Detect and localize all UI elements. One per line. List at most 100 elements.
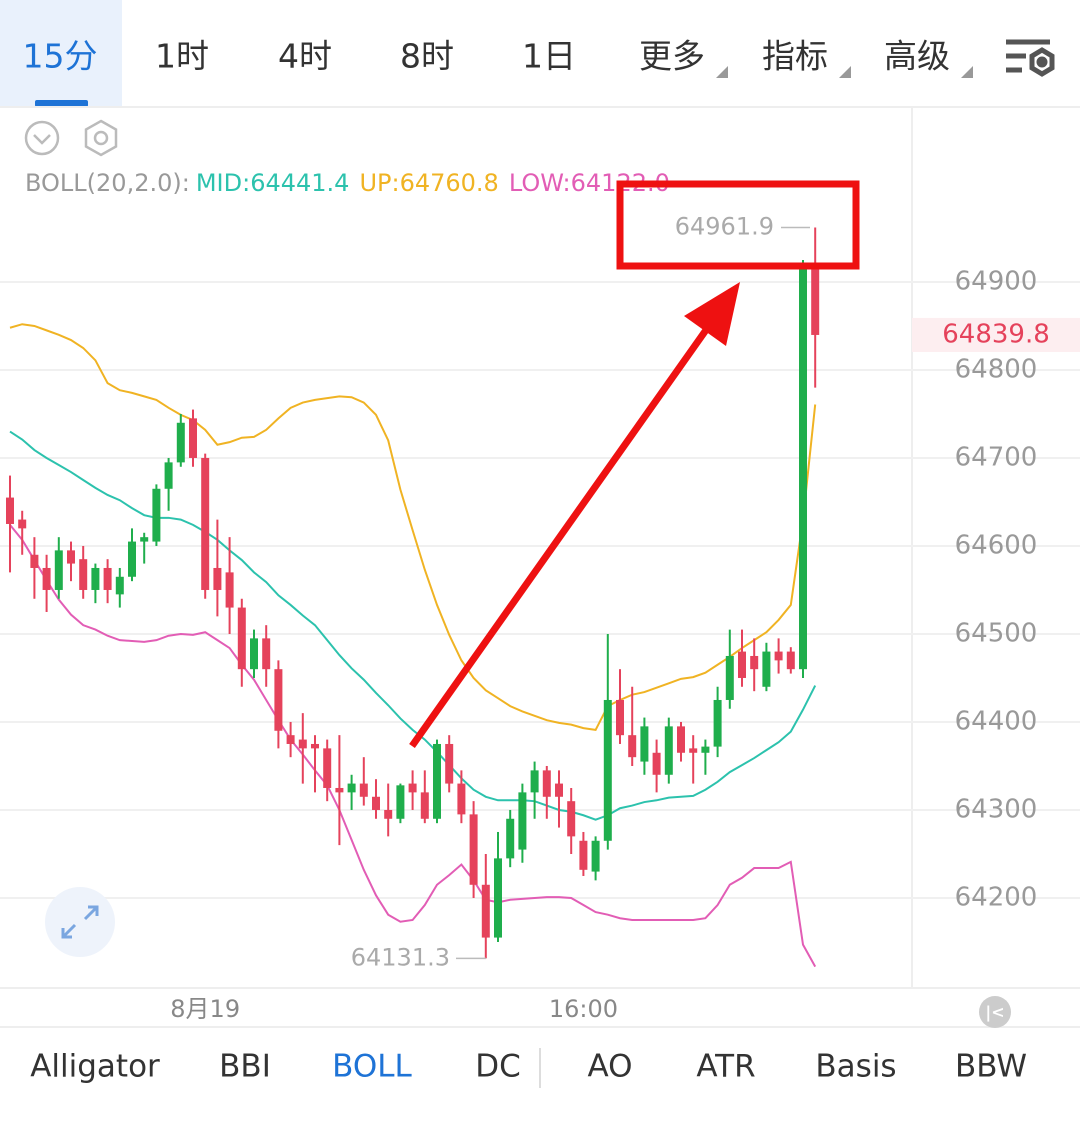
y-tick-label: 64600 (955, 530, 1038, 560)
candle-body (579, 840, 588, 870)
candle-body (750, 655, 759, 670)
indicator-tabs: Alligator BBI BOLL DC AO ATR Basis BBW (30, 1049, 1027, 1085)
expand-button[interactable] (45, 887, 115, 957)
candle-body (225, 572, 234, 608)
candle-body (237, 607, 246, 670)
last-price-label: 64839.8 (942, 319, 1050, 349)
band-line (9, 524, 817, 968)
scroll-to-latest[interactable] (979, 996, 1011, 1028)
candle-body (457, 783, 466, 815)
legend-value: 64441.4 (250, 169, 349, 197)
boll-bands (9, 323, 817, 968)
x-tick-label: 8月19 (170, 995, 240, 1023)
candle-body (530, 770, 539, 793)
candle-body (286, 735, 295, 744)
candle-body (79, 559, 88, 590)
timeframe-tab[interactable]: 1时 (155, 37, 209, 76)
dropdown-caret (961, 66, 973, 78)
candle-body (701, 746, 710, 753)
y-tick-label: 64500 (955, 618, 1038, 648)
max-price-label: 64961.9 (675, 213, 774, 241)
candle-body (664, 726, 673, 775)
legend-name: UP: (359, 169, 399, 197)
y-tick-label: 64800 (955, 354, 1038, 384)
candle-body (481, 884, 490, 938)
timeframe-tab[interactable]: 高级 (884, 37, 950, 76)
y-tick-label: 64900 (955, 266, 1038, 296)
legend-name: LOW: (509, 169, 571, 197)
timeframe-tab[interactable]: 指标 (762, 37, 828, 76)
indicator-tab[interactable]: AO (587, 1049, 632, 1085)
candle-body (689, 748, 698, 753)
x-tick-label: 16:00 (549, 995, 618, 1023)
candle-body (140, 537, 149, 542)
candle-body (335, 787, 344, 793)
timeframe-tab[interactable]: 4时 (278, 37, 332, 76)
settings-icon[interactable] (1006, 39, 1055, 77)
candle-body (786, 651, 795, 670)
candle-body (323, 748, 332, 788)
candle-body (518, 792, 527, 850)
candle-body (774, 651, 783, 661)
candle-body (176, 422, 185, 463)
indicator-tab[interactable]: DC (475, 1049, 521, 1085)
legend-name: MID: (196, 169, 250, 197)
collapse-icon[interactable] (24, 120, 60, 156)
indicator-tab[interactable]: ATR (696, 1049, 755, 1085)
annotation-arrow (409, 327, 709, 749)
indicator-settings-dot (93, 130, 109, 146)
candle-body (762, 651, 771, 687)
indicator-tab[interactable]: BOLL (332, 1049, 412, 1085)
indicator-tab[interactable]: Alligator (30, 1049, 160, 1085)
min-price-label: 64131.3 (351, 943, 450, 971)
candle-body (799, 264, 807, 670)
candle-body (640, 726, 649, 762)
candle-body (103, 567, 112, 590)
candle-body (494, 858, 502, 938)
collapse-chevron (33, 134, 51, 145)
grid (0, 280, 1080, 899)
candle-body (201, 457, 210, 590)
band-line (9, 430, 817, 821)
indicator-settings-icon[interactable] (84, 119, 118, 157)
candle-body (677, 726, 685, 753)
candle-body (189, 418, 197, 458)
candle-body (738, 651, 746, 678)
candle-body (18, 519, 27, 529)
candle-body (725, 655, 734, 700)
candles (6, 227, 820, 959)
candle-body (67, 550, 75, 564)
indicator-tab[interactable]: BBW (955, 1049, 1027, 1085)
candle-body (603, 699, 612, 841)
timeframe-tab[interactable]: 15分 (23, 37, 98, 76)
indicator-tab[interactable]: Basis (815, 1049, 896, 1085)
candle-body (6, 497, 14, 524)
candle-body (408, 783, 417, 793)
candle-body (128, 541, 136, 577)
y-tick-label: 64700 (955, 442, 1038, 472)
candle-body (616, 699, 624, 736)
candle-body (152, 488, 161, 542)
candle-body (42, 567, 51, 590)
scroll-icon: |< (985, 1003, 1004, 1023)
candle-body (311, 743, 319, 749)
candle-body (396, 785, 405, 819)
indicator-tab[interactable]: BBI (219, 1049, 271, 1085)
candle-body (433, 743, 441, 819)
timeframe-tab[interactable]: 更多 (639, 37, 705, 76)
candle-body (274, 669, 283, 731)
last-price-tag (912, 317, 1080, 352)
band-line (9, 323, 817, 731)
candle-body (652, 752, 661, 775)
timeframe-tab[interactable]: 8时 (400, 37, 454, 76)
active-tab-underline (35, 100, 88, 107)
highlight-box (616, 180, 860, 270)
candle-body (628, 735, 637, 758)
timeframe-tab[interactable]: 1日 (522, 37, 576, 76)
candle-body (298, 739, 307, 749)
candle-body (445, 743, 454, 784)
candle-body (54, 550, 63, 590)
candle-body (542, 770, 551, 797)
dropdown-caret (716, 66, 728, 78)
